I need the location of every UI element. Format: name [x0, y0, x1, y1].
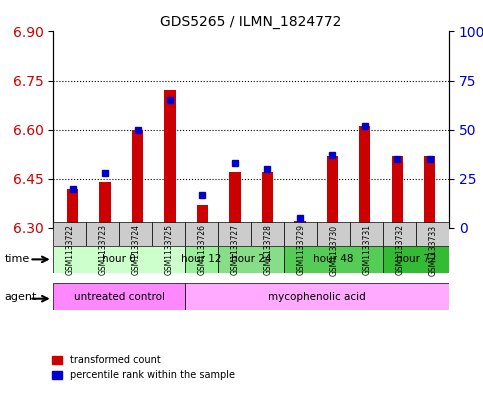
Text: GSM1133728: GSM1133728	[263, 224, 272, 275]
Bar	[262, 172, 273, 228]
Title: GDS5265 / ILMN_1824772: GDS5265 / ILMN_1824772	[160, 15, 342, 29]
Text: GSM1133723: GSM1133723	[98, 224, 107, 275]
Text: GSM1133722: GSM1133722	[65, 224, 74, 275]
Bar	[327, 156, 338, 228]
FancyBboxPatch shape	[350, 222, 383, 246]
Text: GSM1133731: GSM1133731	[362, 224, 371, 275]
FancyBboxPatch shape	[383, 246, 449, 273]
FancyBboxPatch shape	[86, 222, 119, 246]
FancyBboxPatch shape	[53, 222, 86, 246]
Bar	[294, 221, 306, 228]
FancyBboxPatch shape	[152, 222, 185, 246]
Text: hour 24: hour 24	[231, 254, 271, 264]
Bar	[392, 156, 403, 228]
FancyBboxPatch shape	[383, 222, 416, 246]
FancyBboxPatch shape	[53, 246, 185, 273]
Text: untreated control: untreated control	[73, 292, 165, 302]
FancyBboxPatch shape	[185, 222, 218, 246]
Text: GSM1133724: GSM1133724	[131, 224, 140, 275]
Text: agent: agent	[5, 292, 37, 302]
Bar	[164, 90, 176, 228]
Text: GSM1133726: GSM1133726	[197, 224, 206, 275]
Text: GSM1133727: GSM1133727	[230, 224, 239, 275]
Text: mycophenolic acid: mycophenolic acid	[268, 292, 366, 302]
FancyBboxPatch shape	[119, 222, 152, 246]
Text: GSM1133733: GSM1133733	[428, 224, 437, 275]
Bar	[197, 205, 208, 228]
Bar	[359, 127, 370, 228]
Legend: transformed count, percentile rank within the sample: transformed count, percentile rank withi…	[48, 352, 239, 384]
Bar	[67, 189, 78, 228]
Text: hour 0: hour 0	[102, 254, 136, 264]
Text: time: time	[5, 254, 30, 264]
Bar	[229, 172, 241, 228]
FancyBboxPatch shape	[218, 222, 251, 246]
Bar	[132, 130, 143, 228]
FancyBboxPatch shape	[317, 222, 350, 246]
FancyBboxPatch shape	[185, 246, 218, 273]
FancyBboxPatch shape	[185, 283, 449, 310]
Text: hour 72: hour 72	[396, 254, 437, 264]
FancyBboxPatch shape	[284, 246, 383, 273]
Text: hour 48: hour 48	[313, 254, 354, 264]
FancyBboxPatch shape	[284, 222, 317, 246]
Text: GSM1133725: GSM1133725	[164, 224, 173, 275]
Bar	[99, 182, 111, 228]
FancyBboxPatch shape	[416, 222, 449, 246]
FancyBboxPatch shape	[251, 222, 284, 246]
Text: GSM1133729: GSM1133729	[296, 224, 305, 275]
Bar	[424, 156, 435, 228]
FancyBboxPatch shape	[218, 246, 284, 273]
Text: GSM1133732: GSM1133732	[395, 224, 404, 275]
FancyBboxPatch shape	[53, 283, 185, 310]
Text: GSM1133730: GSM1133730	[329, 224, 338, 275]
Text: hour 12: hour 12	[182, 254, 222, 264]
